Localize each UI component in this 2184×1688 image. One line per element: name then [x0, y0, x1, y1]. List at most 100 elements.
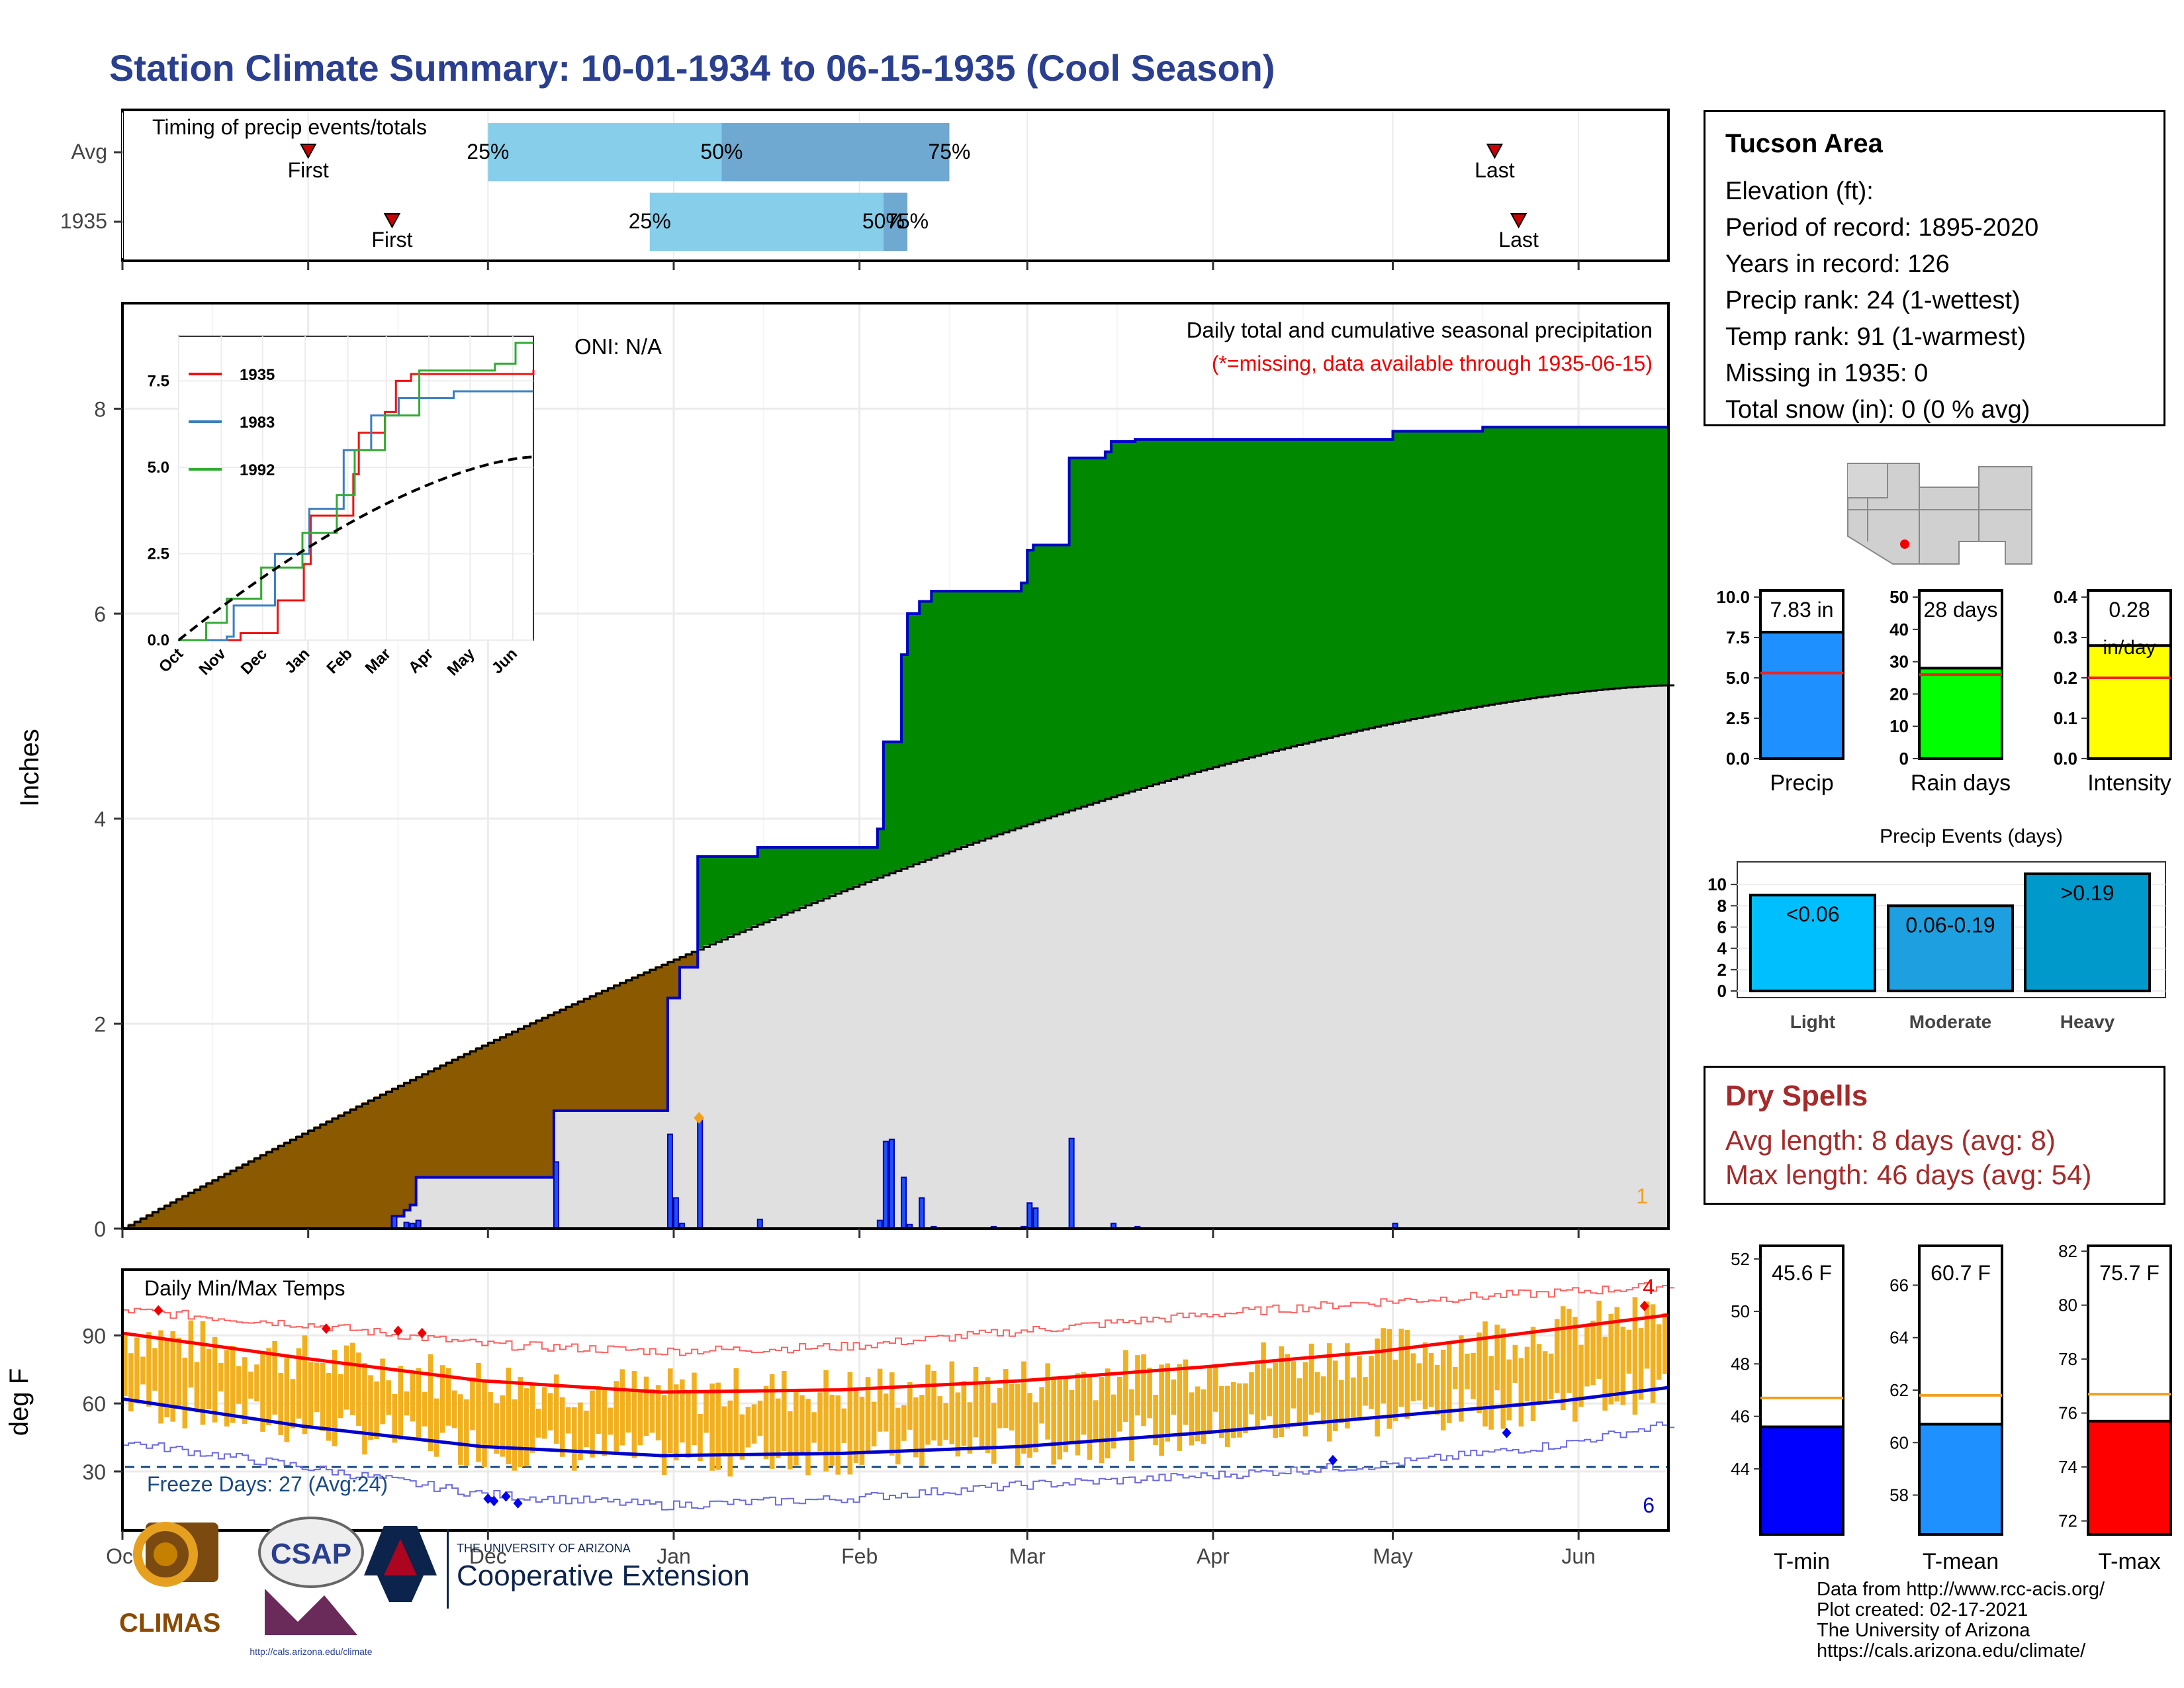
below-average-area	[350, 1108, 357, 1229]
average-area	[643, 1110, 651, 1229]
daily-temp-bar	[314, 1362, 320, 1413]
average-area	[1105, 798, 1112, 1229]
observed-cumulative-line	[122, 426, 1668, 1230]
precip-ytick: 0	[94, 1217, 106, 1241]
below-average-area	[470, 1050, 477, 1178]
record-min-marker	[489, 1495, 499, 1507]
inset-series-1935	[179, 369, 535, 641]
daily-temp-bar	[973, 1366, 979, 1438]
climas-logo: CLIMAS	[119, 1522, 220, 1638]
daily-temp-bar	[553, 1374, 559, 1444]
below-average-area	[584, 998, 590, 1111]
csap-url: http://cals.arizona.edu/climate	[250, 1646, 372, 1657]
month-tick-Jan: Jan	[657, 1544, 691, 1568]
last-event-label: Last	[1498, 228, 1539, 252]
above-average-area	[1165, 439, 1172, 780]
inset-legend-label: 1935	[240, 366, 275, 384]
daily-temp-bar	[901, 1405, 907, 1441]
above-average-area	[799, 847, 806, 907]
below-average-area	[410, 1078, 417, 1205]
above-average-area	[1536, 427, 1543, 697]
below-average-area	[512, 1030, 519, 1178]
below-average-area	[248, 1160, 255, 1229]
average-area	[757, 923, 764, 1229]
inset-average-line	[177, 455, 534, 641]
daily-temp-bar	[847, 1372, 853, 1475]
average-area	[1153, 783, 1160, 1229]
station-name: Tucson Area	[1725, 129, 1883, 158]
below-average-area	[619, 982, 627, 1111]
daily-temp-bar	[1650, 1304, 1656, 1403]
above-average-area	[979, 590, 986, 840]
above-average-area	[1512, 427, 1520, 701]
precip-heading: Daily total and cumulative seasonal prec…	[1187, 318, 1653, 342]
daily-temp-bar	[302, 1335, 308, 1434]
first-event-label: First	[371, 228, 412, 252]
inset-ytick: 0.0	[148, 632, 169, 649]
daily-temp-bar	[500, 1395, 505, 1457]
daily-temp-bar	[1255, 1364, 1260, 1428]
summary-bar-ytick: 0.4	[2054, 587, 2078, 607]
below-average-area	[224, 1172, 231, 1229]
precip-subheading: (*=missing, data available through 1935-…	[1212, 352, 1653, 375]
daily-temp-bar	[1477, 1332, 1482, 1414]
above-average-area	[1656, 427, 1663, 686]
above-average-area	[1231, 439, 1238, 762]
events-bar-text: 0.06-0.19	[1905, 913, 1995, 937]
above-average-area	[811, 847, 818, 902]
above-average-area	[841, 847, 848, 890]
below-average-area	[404, 1082, 411, 1211]
temp-summary-label: T-min	[1774, 1549, 1830, 1574]
precip-panel: Daily total and cumulative seasonal prec…	[15, 302, 1675, 1241]
average-area	[1357, 729, 1363, 1229]
daily-temp-bar	[1638, 1328, 1644, 1400]
daily-temp-bar	[1314, 1372, 1320, 1413]
average-area	[535, 1177, 543, 1229]
daily-temp-bar	[865, 1377, 871, 1453]
daily-precip-bar	[756, 1219, 763, 1230]
credit-source: Data from http://www.rcc-acis.org/	[1817, 1579, 2105, 1600]
above-average-area	[751, 856, 758, 926]
daily-temp-bar	[1015, 1383, 1021, 1466]
above-average-area	[817, 847, 824, 900]
below-average-area	[667, 961, 674, 998]
daily-temp-bar	[698, 1414, 703, 1462]
average-area	[1345, 733, 1351, 1229]
average-area	[967, 843, 974, 1229]
above-average-area	[733, 856, 741, 933]
above-average-area	[1518, 427, 1525, 700]
average-area	[1369, 727, 1375, 1229]
summary-bar-ytick: 0	[1899, 749, 1909, 769]
credit-created: Plot created: 02-17-2021	[1817, 1599, 2028, 1620]
p75-label: 75%	[928, 140, 970, 164]
daily-temp-bar	[931, 1370, 936, 1441]
below-average-area	[649, 968, 657, 1111]
below-average-area	[284, 1141, 291, 1229]
temp-summary-ytick: 48	[1731, 1354, 1750, 1374]
average-area	[859, 883, 866, 1229]
daily-temp-bar	[170, 1331, 175, 1422]
daily-temp-bar	[1159, 1364, 1164, 1456]
daily-temp-bar	[775, 1398, 781, 1458]
above-average-area	[1285, 439, 1292, 747]
average-area	[1147, 785, 1154, 1229]
info-line: Total snow (in): 0 (0 % avg)	[1725, 396, 2030, 424]
below-average-area	[134, 1220, 141, 1229]
below-average-area	[692, 951, 698, 968]
above-average-area	[1051, 545, 1058, 816]
locator-map	[1841, 461, 2033, 568]
daily-temp-bar	[266, 1348, 271, 1425]
above-average-area	[1212, 439, 1220, 767]
daily-temp-bar	[182, 1357, 188, 1429]
daily-precip-bar	[882, 1141, 889, 1230]
daily-temp-bar	[715, 1382, 721, 1470]
above-average-area	[1650, 427, 1657, 686]
info-line: Elevation (ft):	[1725, 177, 1874, 205]
below-average-area	[476, 1047, 482, 1178]
daily-temp-bar	[835, 1395, 841, 1475]
daily-temp-bar	[1482, 1321, 1488, 1427]
daily-temp-bar	[1279, 1346, 1285, 1438]
average-area	[745, 928, 752, 1229]
daily-temp-bar	[1212, 1364, 1218, 1412]
